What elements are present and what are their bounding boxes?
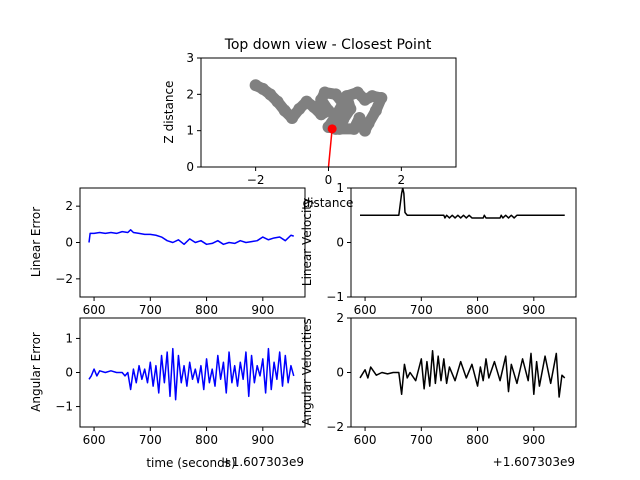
linerr-xtick-label-900: 900	[251, 303, 274, 317]
cloud-point-27	[358, 124, 371, 137]
linvel-ytick-label-1: 1	[336, 181, 344, 195]
linvel-ytick-label-0: 0	[336, 236, 344, 250]
cloud-point-13	[329, 88, 342, 101]
linvel-frame	[350, 187, 577, 298]
topdown-title: Top down view - Closest Point	[224, 37, 432, 53]
cloud-point-19	[344, 102, 357, 115]
linvel-plot-area	[360, 188, 565, 219]
angular-error-ylabel: Angular Error	[29, 332, 43, 412]
cloud-point-30	[333, 122, 346, 135]
cloud-point-25	[369, 104, 382, 117]
linear-error-axes: Linear Error 600 700 800 900 −2 0 2	[29, 187, 306, 317]
angular-error-xlabel: time (seconds)	[146, 456, 235, 470]
linear-velocity-ylabel: Linear Velocity	[300, 198, 314, 286]
angular-velocities-ylabel: Angular Velocities	[300, 318, 314, 425]
angerr-series-line	[88, 347, 295, 401]
angerr-ytick-label-0: 0	[65, 366, 73, 380]
cloud-point-29	[348, 122, 360, 135]
topdown-xtick-label-2: 2	[398, 173, 406, 187]
linvel-xtick-label-600: 600	[354, 303, 377, 317]
linvel-ytick-label--1: −1	[326, 290, 344, 304]
cloud-point-18	[337, 113, 350, 126]
angular-error-axes: Angular Error time (seconds) +1.607303e9…	[29, 317, 306, 470]
topdown-xtick-label-0: 0	[325, 173, 333, 187]
linerr-series-line	[88, 229, 294, 246]
closest-point-marker	[327, 124, 337, 134]
cloud-point-2	[264, 88, 277, 101]
linear-velocity-axes: Linear Velocity 600 700 800 900 −1 0 1	[300, 181, 577, 317]
angerr-plot-area	[88, 347, 295, 401]
linerr-xtick-label-700: 700	[139, 303, 162, 317]
cloud-point-28	[353, 111, 366, 124]
angvel-xtick-label-900: 900	[522, 433, 545, 447]
cloud-point-21	[351, 86, 364, 99]
angerr-xtick-label-700: 700	[139, 433, 162, 447]
angerr-frame	[79, 317, 306, 428]
cloud-point-12	[318, 86, 331, 99]
cloud-point-5	[286, 111, 299, 124]
cloud-point-6	[293, 102, 306, 115]
linear-error-ylabel: Linear Error	[29, 207, 43, 277]
cloud-point-24	[375, 91, 388, 104]
linerr-ytick-label--2: −2	[55, 272, 73, 286]
closest-point-line	[327, 128, 333, 167]
linerr-ytick-label-2: 2	[65, 199, 73, 213]
topdown-xtick-label--2: −2	[247, 173, 265, 187]
topdown-ytick-label-2: 2	[186, 87, 194, 101]
linvel-xtick-label-800: 800	[466, 303, 489, 317]
topdown-xlabel: distance	[303, 196, 354, 210]
angvel-ytick-label-2: 2	[336, 311, 344, 325]
topdown-ytick-label-0: 0	[186, 160, 194, 174]
topdown-axes: Top down view - Closest Point Z distance…	[162, 37, 457, 210]
angerr-ytick-label-1: 1	[65, 331, 73, 345]
angerr-xtick-label-600: 600	[83, 433, 106, 447]
linvel-xtick-label-900: 900	[522, 303, 545, 317]
angerr-xtick-label-900: 900	[251, 433, 274, 447]
angvel-ytick-label-0: 0	[336, 366, 344, 380]
angular-velocities-offset: +1.607303e9	[493, 455, 575, 469]
angvel-plot-area	[359, 349, 566, 398]
cloud-point-3	[271, 95, 284, 108]
angvel-series-line	[359, 349, 566, 398]
cloud-point-23	[366, 90, 379, 103]
linerr-xtick-label-800: 800	[195, 303, 218, 317]
linerr-frame	[79, 187, 306, 298]
linvel-series-line	[360, 188, 565, 219]
linvel-xtick-label-700: 700	[410, 303, 433, 317]
topdown-ytick-label-3: 3	[186, 51, 194, 65]
angvel-xtick-label-600: 600	[354, 433, 377, 447]
angvel-xtick-label-700: 700	[410, 433, 433, 447]
linerr-plot-area	[88, 229, 294, 246]
angerr-xtick-label-800: 800	[195, 433, 218, 447]
angvel-ytick-label--2: −2	[326, 420, 344, 434]
cloud-point-8	[307, 101, 320, 114]
linerr-ytick-label-0: 0	[65, 236, 73, 250]
cloud-point-20	[340, 90, 353, 103]
angerr-ytick-label--1: −1	[55, 400, 73, 414]
angular-error-offset: +1.607303e9	[222, 455, 304, 469]
cloud-point-4	[278, 104, 291, 117]
angvel-xtick-label-800: 800	[466, 433, 489, 447]
linerr-xtick-label-600: 600	[83, 303, 106, 317]
topdown-ytick-label-1: 1	[186, 124, 194, 138]
topdown-ylabel: Z distance	[162, 81, 176, 144]
topdown-plot-area	[249, 79, 388, 167]
angular-velocities-axes: Angular Velocities +1.607303e9 600 700 800…	[300, 311, 577, 469]
